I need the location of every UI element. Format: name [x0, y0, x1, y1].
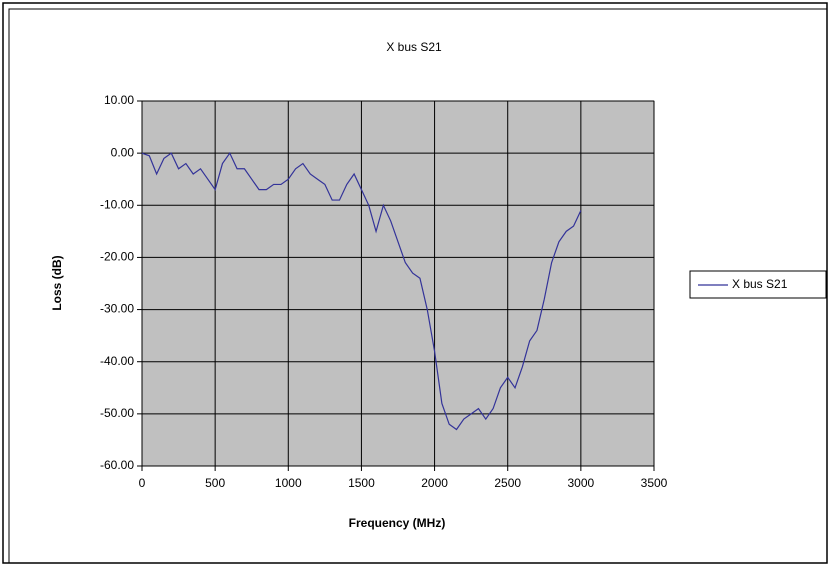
y-axis-label: Loss (dB)	[50, 255, 64, 310]
y-tick-label: -60.00	[100, 458, 134, 472]
plot-area	[141, 100, 655, 467]
x-tick-label: 500	[205, 476, 225, 490]
x-tick-label: 3500	[641, 476, 668, 490]
data-line	[141, 151, 582, 431]
chart-title: X bus S21	[386, 40, 442, 54]
x-tick-label: 0	[139, 476, 146, 490]
x-tick-label: 1000	[275, 476, 302, 490]
y-tick-label: -50.00	[100, 406, 134, 420]
y-tick-label: 10.00	[104, 93, 134, 107]
y-tick-label: 0.00	[111, 145, 135, 159]
x-tick-label: 1500	[348, 476, 375, 490]
y-tick-label: -30.00	[100, 302, 134, 316]
y-tick-label: -10.00	[100, 197, 134, 211]
legend-label: X bus S21	[732, 277, 788, 291]
y-tick-label: -20.00	[100, 250, 134, 264]
y-tick-label: -40.00	[100, 354, 134, 368]
chart-frame	[8, 8, 828, 564]
x-tick-label: 2500	[494, 476, 521, 490]
x-tick-label: 2000	[421, 476, 448, 490]
x-tick-label: 3000	[568, 476, 595, 490]
x-axis-label: Frequency (MHz)	[349, 516, 446, 530]
